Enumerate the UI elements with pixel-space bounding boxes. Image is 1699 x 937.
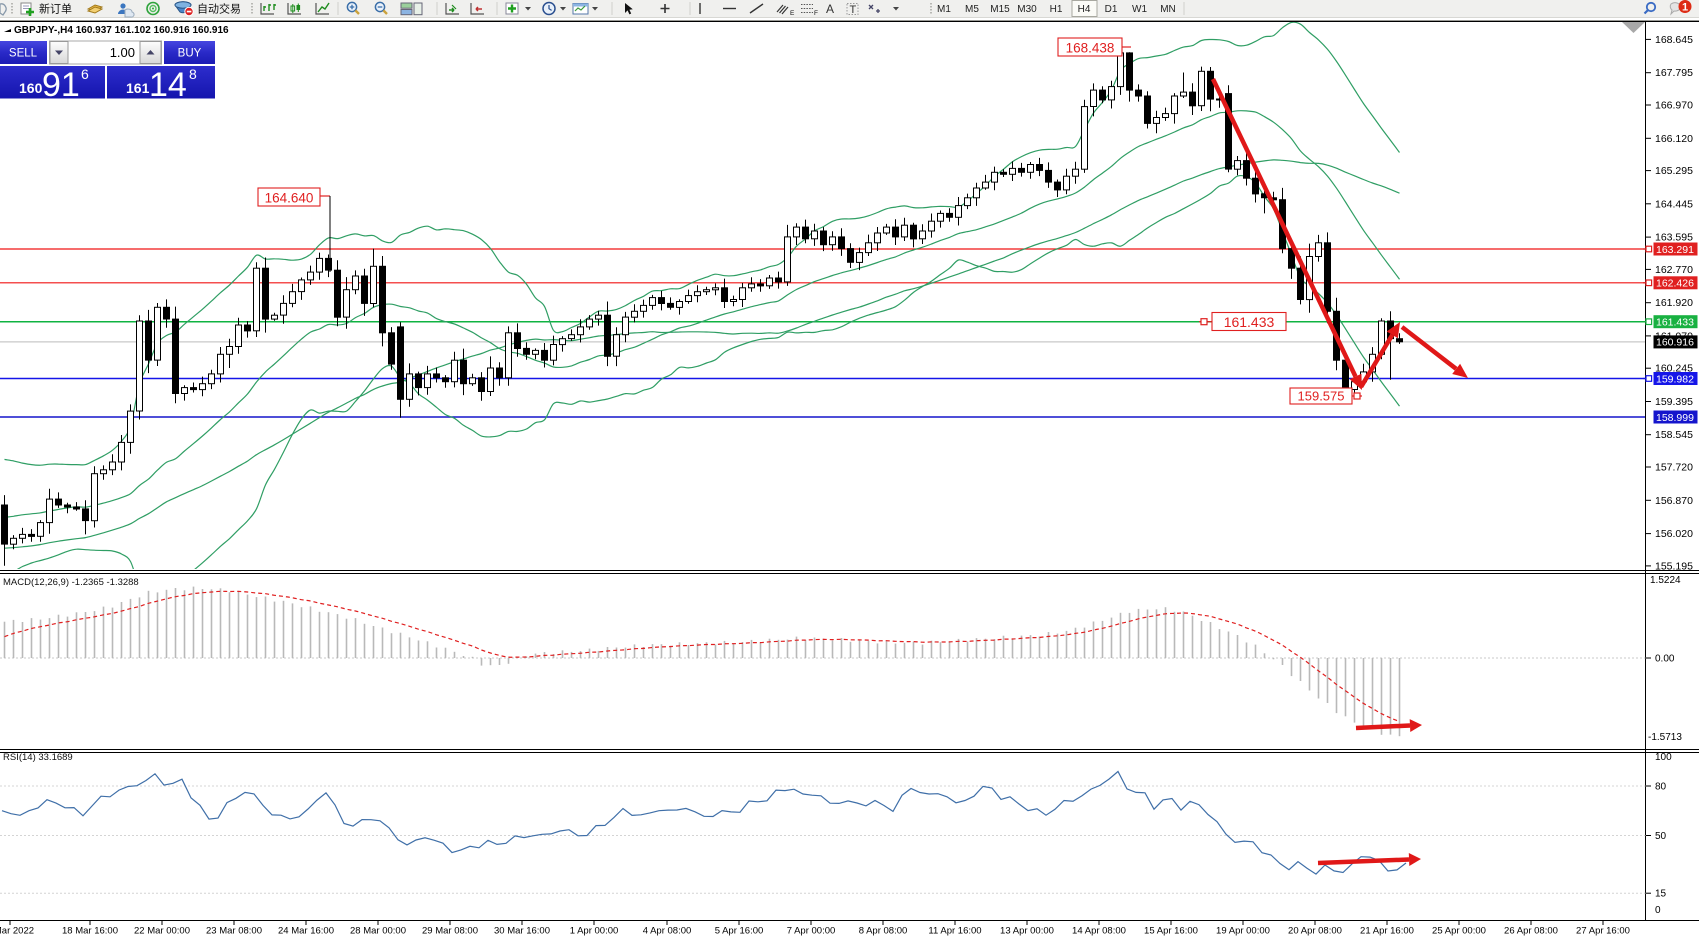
svg-text:80: 80: [1655, 782, 1667, 793]
svg-text:F: F: [814, 10, 818, 17]
svg-text:18 Mar 16:00: 18 Mar 16:00: [62, 926, 118, 937]
svg-text:A: A: [826, 2, 834, 16]
svg-text:6: 6: [81, 66, 89, 82]
svg-text:M5: M5: [965, 4, 979, 15]
svg-text:161.433: 161.433: [1656, 317, 1694, 329]
svg-text:14: 14: [149, 66, 187, 104]
svg-text:7 Mar 2022: 7 Mar 2022: [0, 926, 34, 937]
svg-text:W1: W1: [1132, 4, 1147, 15]
svg-text:159.395: 159.395: [1655, 396, 1693, 408]
svg-text:164.445: 164.445: [1655, 198, 1693, 210]
svg-text:155.195: 155.195: [1655, 560, 1693, 572]
svg-text:MN: MN: [1160, 4, 1176, 15]
svg-text:4 Apr 08:00: 4 Apr 08:00: [643, 926, 692, 937]
svg-text:158.999: 158.999: [1656, 412, 1694, 424]
svg-text:157.720: 157.720: [1655, 462, 1693, 474]
svg-text:167.795: 167.795: [1655, 67, 1693, 79]
svg-text:24 Mar 16:00: 24 Mar 16:00: [278, 926, 334, 937]
svg-text:162.770: 162.770: [1655, 264, 1693, 276]
svg-text:164.640: 164.640: [265, 191, 314, 206]
svg-text:GBPJPY-,H4 160.937 161.102 16: GBPJPY-,H4 160.937 161.102 160.916 160.9…: [14, 25, 229, 36]
svg-text:160: 160: [19, 80, 43, 96]
svg-text:BUY: BUY: [178, 48, 202, 60]
svg-text:166.120: 166.120: [1655, 133, 1693, 145]
svg-text:27 Apr 16:00: 27 Apr 16:00: [1576, 926, 1630, 937]
svg-text:11 Apr 16:00: 11 Apr 16:00: [928, 926, 981, 937]
svg-text:168.438: 168.438: [1066, 41, 1115, 56]
svg-text:新订单: 新订单: [39, 2, 72, 16]
svg-text:19 Apr 00:00: 19 Apr 00:00: [1216, 926, 1270, 937]
svg-text:1.00: 1.00: [110, 45, 135, 60]
svg-text:14 Apr 08:00: 14 Apr 08:00: [1072, 926, 1126, 937]
svg-text:0: 0: [1655, 905, 1661, 916]
svg-text:30 Mar 16:00: 30 Mar 16:00: [494, 926, 550, 937]
svg-text:M15: M15: [990, 4, 1010, 15]
svg-text:156.020: 156.020: [1655, 528, 1693, 540]
svg-text:1: 1: [1682, 2, 1688, 14]
svg-text:166.970: 166.970: [1655, 100, 1693, 112]
svg-text:1.5224: 1.5224: [1650, 575, 1681, 586]
svg-text:15: 15: [1655, 889, 1667, 900]
svg-text:161.920: 161.920: [1655, 297, 1693, 309]
svg-text:7 Apr 00:00: 7 Apr 00:00: [787, 926, 836, 937]
svg-text:159.575: 159.575: [1298, 389, 1345, 404]
svg-text:H1: H1: [1050, 4, 1063, 15]
svg-text:161.433: 161.433: [1224, 314, 1275, 330]
svg-text:28 Mar 00:00: 28 Mar 00:00: [350, 926, 406, 937]
svg-text:168.645: 168.645: [1655, 34, 1693, 46]
svg-text:161: 161: [126, 80, 150, 96]
svg-text:D1: D1: [1105, 4, 1118, 15]
svg-text:1 Apr 00:00: 1 Apr 00:00: [570, 926, 619, 937]
svg-text:5 Apr 16:00: 5 Apr 16:00: [715, 926, 764, 937]
svg-text:22 Mar 00:00: 22 Mar 00:00: [134, 926, 190, 937]
svg-text:163.595: 163.595: [1655, 232, 1693, 244]
svg-text:158.545: 158.545: [1655, 429, 1693, 441]
svg-text:15 Apr 16:00: 15 Apr 16:00: [1144, 926, 1198, 937]
svg-text:162.426: 162.426: [1656, 278, 1694, 290]
svg-text:26 Apr 08:00: 26 Apr 08:00: [1504, 926, 1558, 937]
svg-text:0.00: 0.00: [1655, 654, 1675, 665]
svg-text:160.245: 160.245: [1655, 363, 1693, 375]
svg-text:165.295: 165.295: [1655, 165, 1693, 177]
svg-text:23 Mar 08:00: 23 Mar 08:00: [206, 926, 262, 937]
svg-text:13 Apr 00:00: 13 Apr 00:00: [1000, 926, 1054, 937]
svg-text:自动交易: 自动交易: [197, 2, 241, 16]
svg-text:163.291: 163.291: [1656, 244, 1694, 256]
svg-text:M30: M30: [1017, 4, 1037, 15]
svg-text:160.916: 160.916: [1656, 337, 1694, 349]
svg-text:100: 100: [1655, 752, 1672, 763]
svg-text:8 Apr 08:00: 8 Apr 08:00: [859, 926, 908, 937]
svg-text:8: 8: [189, 66, 197, 82]
svg-text:T: T: [850, 4, 857, 16]
svg-text:H4: H4: [1078, 4, 1091, 15]
svg-text:156.870: 156.870: [1655, 495, 1693, 507]
svg-text:50: 50: [1655, 831, 1667, 842]
svg-text:21 Apr 16:00: 21 Apr 16:00: [1360, 926, 1414, 937]
svg-text:20 Apr 08:00: 20 Apr 08:00: [1288, 926, 1342, 937]
svg-text:159.982: 159.982: [1656, 373, 1694, 385]
svg-text:25 Apr 00:00: 25 Apr 00:00: [1432, 926, 1486, 937]
svg-text:M1: M1: [937, 4, 951, 15]
svg-text:RSI(14) 33.1689: RSI(14) 33.1689: [3, 752, 73, 763]
svg-text:-1.5713: -1.5713: [1648, 732, 1682, 743]
svg-text:SELL: SELL: [9, 48, 38, 60]
svg-text:29 Mar 08:00: 29 Mar 08:00: [422, 926, 478, 937]
svg-text:MACD(12,26,9) -1.2365 -1.3288: MACD(12,26,9) -1.2365 -1.3288: [3, 577, 139, 588]
svg-text:E: E: [790, 10, 795, 17]
svg-text:91: 91: [42, 66, 80, 104]
